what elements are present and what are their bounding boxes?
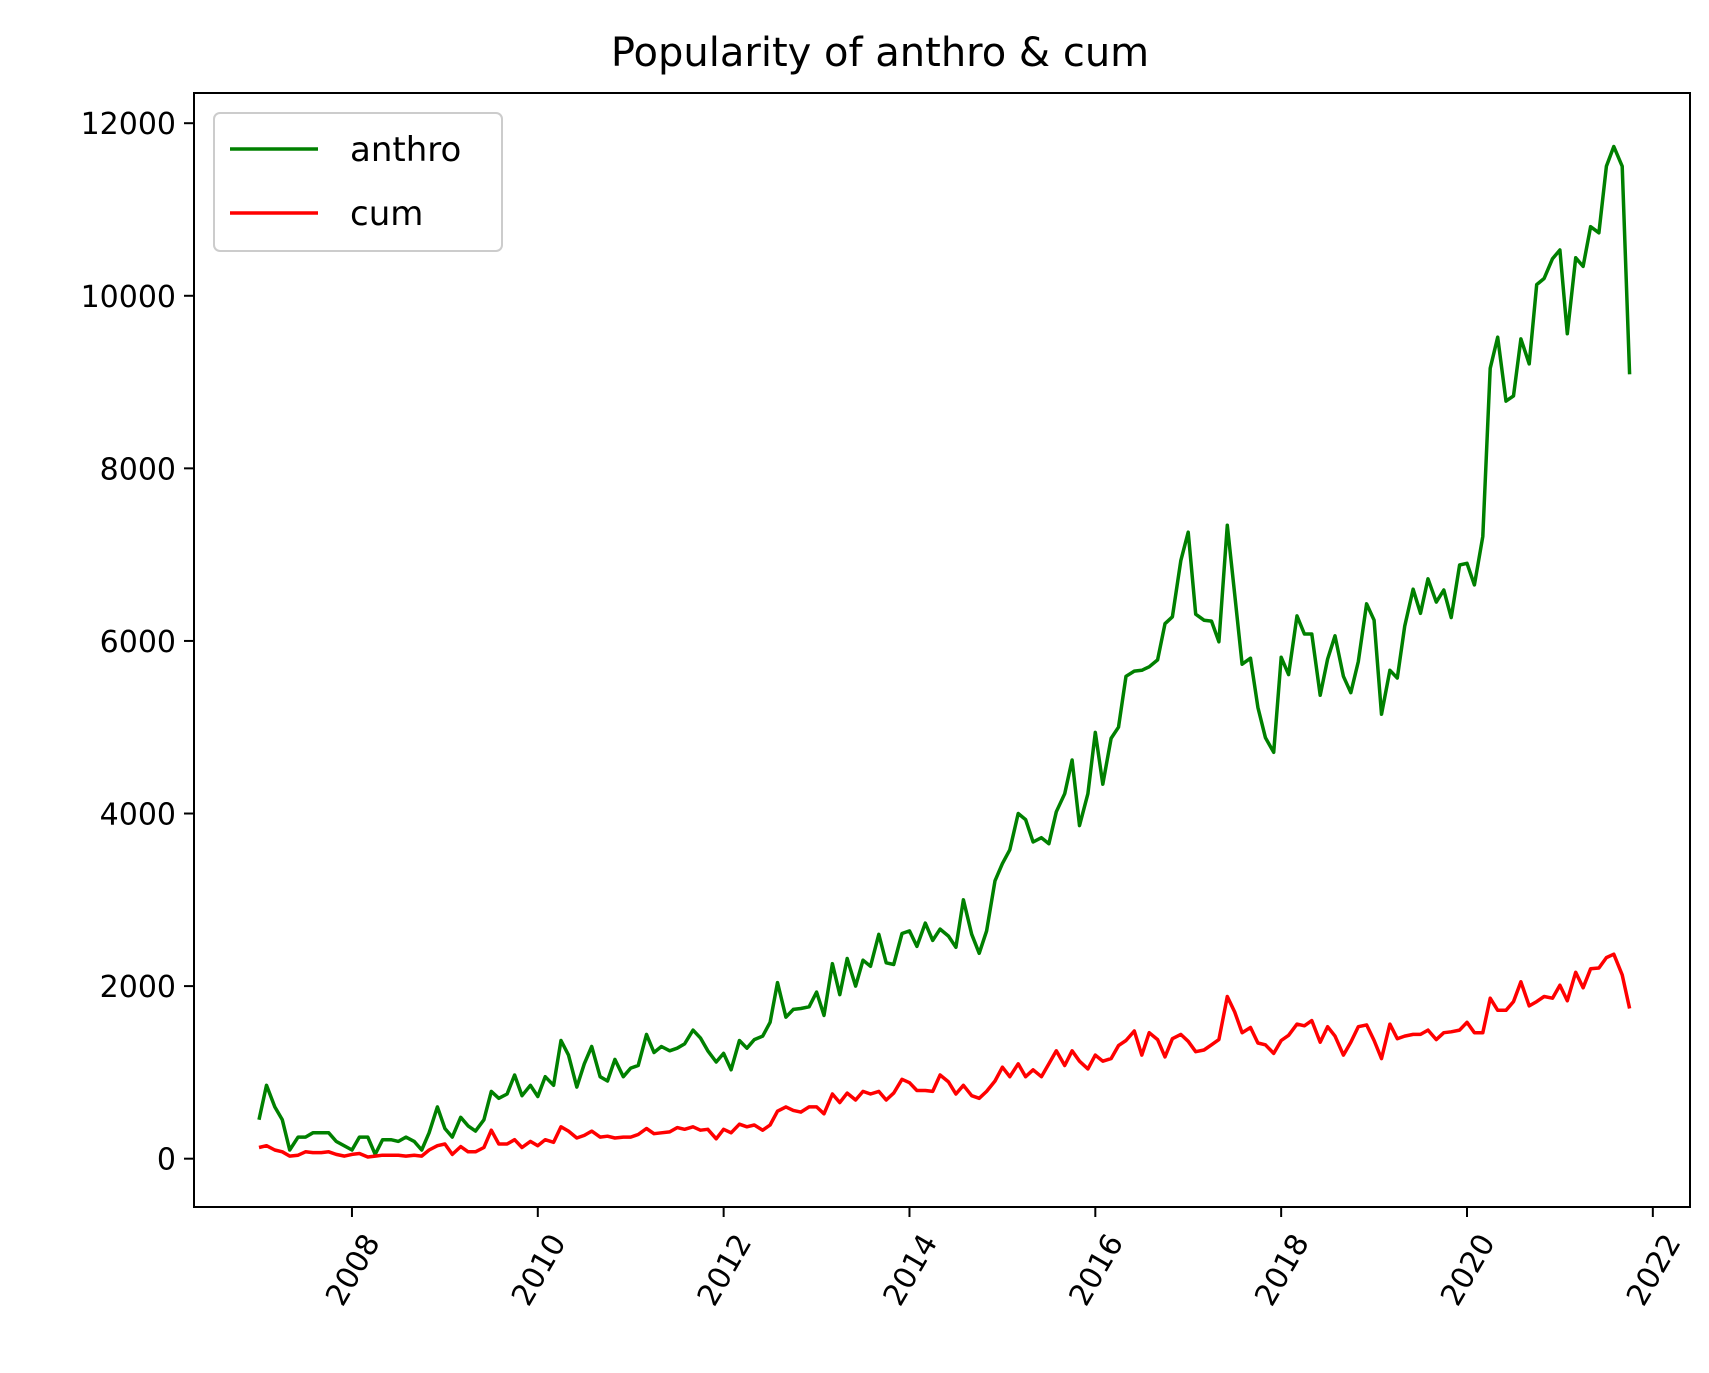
plot-area	[194, 93, 1690, 1207]
y-tick-label: 0	[157, 1143, 176, 1178]
plot-frame	[193, 92, 1691, 1208]
y-tick-label: 6000	[100, 625, 176, 660]
series-line-cum	[258, 952, 1632, 1159]
legend-label-cum: cum	[350, 194, 423, 234]
y-tick-label: 8000	[100, 452, 176, 487]
y-tick-label: 12000	[81, 107, 176, 142]
y-tick-label: 2000	[100, 970, 176, 1005]
chart-title: Popularity of anthro & cum	[611, 30, 1149, 76]
legend: anthro cum	[213, 112, 503, 252]
series-line-anthro	[257, 144, 1632, 1157]
y-tick-label: 4000	[100, 798, 176, 833]
y-tick-label: 10000	[81, 280, 176, 315]
y-axis: 0 2000 4000 6000 8000 10000 12000	[81, 107, 194, 1178]
legend-label-anthro: anthro	[350, 130, 461, 170]
series-layer	[257, 144, 1632, 1159]
